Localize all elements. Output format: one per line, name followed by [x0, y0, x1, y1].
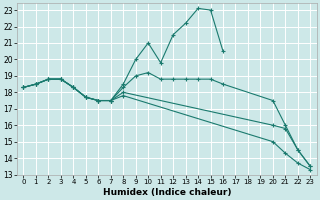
X-axis label: Humidex (Indice chaleur): Humidex (Indice chaleur) — [103, 188, 231, 197]
